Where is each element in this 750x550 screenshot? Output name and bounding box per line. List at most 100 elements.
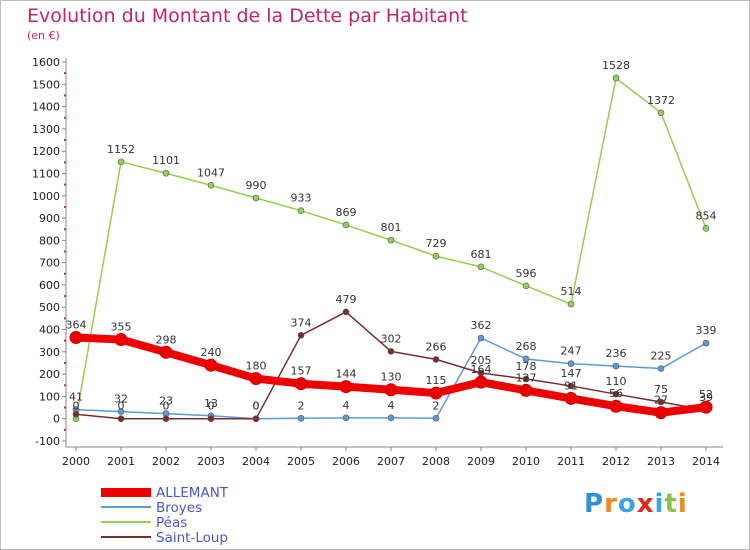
data-label: 205 <box>471 354 492 367</box>
x-tick-label: 2006 <box>332 455 360 468</box>
data-point <box>564 391 578 405</box>
data-point <box>432 414 440 422</box>
data-label: 52 <box>699 388 713 401</box>
legend-label: ALLEMANT <box>156 485 229 501</box>
data-label: 178 <box>516 360 537 373</box>
x-tick-label: 2000 <box>62 455 90 468</box>
data-point <box>252 415 260 423</box>
data-point <box>612 74 620 82</box>
data-point <box>117 415 125 423</box>
data-label: 266 <box>426 340 447 353</box>
data-label: 147 <box>561 367 582 380</box>
data-point <box>387 348 395 355</box>
data-label: 130 <box>381 371 402 384</box>
data-label: 236 <box>606 347 627 360</box>
data-label: 2 <box>433 399 440 412</box>
data-point <box>477 334 485 342</box>
chart-subtitle: (en €) <box>27 29 60 42</box>
y-tick-label: 1400 <box>32 101 60 114</box>
y-minor-tick <box>64 94 66 97</box>
y-tick-label: 500 <box>39 301 60 314</box>
data-label: 4 <box>343 399 350 412</box>
data-label: 75 <box>654 383 668 396</box>
x-tick-label: 2009 <box>467 455 495 468</box>
x-tick-label: 2003 <box>197 455 225 468</box>
data-label: 4 <box>388 399 395 412</box>
data-point <box>699 400 713 414</box>
data-point <box>432 252 440 260</box>
data-label: 1372 <box>647 94 675 107</box>
data-point <box>519 383 533 397</box>
y-minor-tick <box>64 72 66 75</box>
data-point <box>702 339 710 347</box>
logo-letter: P <box>584 489 605 519</box>
y-tick-label: 1000 <box>32 190 60 203</box>
y-minor-tick <box>64 361 66 364</box>
data-point <box>159 345 173 359</box>
data-label: 1047 <box>197 166 225 179</box>
data-point <box>429 386 443 400</box>
y-minor-tick <box>64 384 66 387</box>
series-allemant <box>69 331 713 420</box>
data-point <box>207 415 215 423</box>
y-tick-label: -100 <box>35 435 60 448</box>
data-label: 933 <box>291 192 312 205</box>
data-point <box>522 282 530 290</box>
data-point <box>339 380 353 394</box>
data-point <box>252 194 260 202</box>
data-label: 1152 <box>107 143 135 156</box>
data-label: 27 <box>654 394 668 407</box>
data-point <box>612 362 620 370</box>
data-label: 681 <box>471 248 492 261</box>
data-label: 157 <box>291 365 312 378</box>
y-tick-label: 600 <box>39 279 60 292</box>
y-minor-tick <box>64 183 66 186</box>
data-label: 514 <box>561 285 582 298</box>
data-label: 869 <box>336 206 357 219</box>
logo-letter: x <box>636 489 655 519</box>
data-point <box>387 414 395 422</box>
data-label: 355 <box>111 321 132 334</box>
data-label: 268 <box>516 340 537 353</box>
y-tick-label: 1500 <box>32 78 60 91</box>
data-label: 854 <box>696 209 717 222</box>
y-minor-tick <box>64 339 66 342</box>
y-tick-label: 400 <box>39 324 60 337</box>
x-tick-label: 2005 <box>287 455 315 468</box>
data-label: 990 <box>246 179 267 192</box>
data-label: 302 <box>381 332 402 345</box>
data-point <box>567 300 575 308</box>
x-tick-label: 2013 <box>647 455 675 468</box>
y-minor-tick <box>64 139 66 142</box>
data-point <box>432 356 440 363</box>
logo-letter: r <box>604 489 618 519</box>
data-label: 374 <box>291 316 312 329</box>
data-point <box>342 308 350 316</box>
data-label: 164 <box>471 363 492 376</box>
data-point <box>657 365 665 372</box>
data-label: 127 <box>516 371 537 384</box>
data-label: 0 <box>73 400 80 413</box>
data-point <box>162 415 170 423</box>
y-tick-label: 1200 <box>32 145 60 158</box>
data-point <box>114 333 128 347</box>
data-point <box>567 382 575 390</box>
y-tick-label: 1300 <box>32 123 60 136</box>
data-point <box>384 383 398 397</box>
y-tick-label: 800 <box>39 234 60 247</box>
data-point <box>204 358 218 372</box>
data-point <box>567 360 575 367</box>
data-point <box>117 408 125 415</box>
data-point <box>609 399 623 413</box>
line-chart: -100010020030040050060070080090010001100… <box>32 56 723 468</box>
data-label: 110 <box>606 375 627 388</box>
x-tick-label: 2012 <box>602 455 630 468</box>
logo-letter: t <box>664 489 678 519</box>
data-point <box>522 375 530 383</box>
data-label: 2 <box>298 399 305 412</box>
series-p-as <box>72 74 710 423</box>
x-tick-label: 2001 <box>107 455 135 468</box>
data-label: 479 <box>336 293 357 306</box>
x-tick-label: 2004 <box>242 455 270 468</box>
y-tick-label: 100 <box>39 390 60 403</box>
